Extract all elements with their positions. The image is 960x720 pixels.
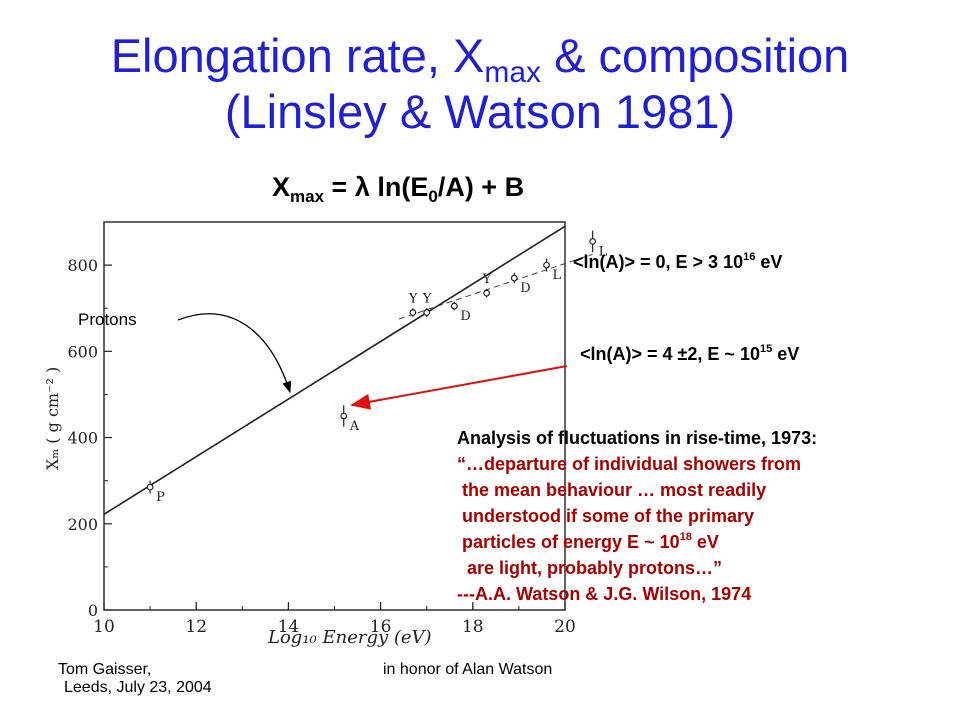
note-light-composition: <ln(A)> = 0, E > 3 1016 eV: [573, 251, 783, 273]
x-tick-label: 16: [370, 617, 392, 637]
y-tick-label: 0: [88, 601, 98, 620]
data-point: [340, 412, 348, 420]
quote-attribution: ---A.A. Watson & J.G. Wilson, 1974: [457, 584, 752, 604]
note-heavy-composition: <ln(A)> = 4 ±2, E ~ 1015 eV: [580, 343, 800, 365]
data-point: [409, 309, 417, 316]
title-line-1: Elongation rate, Xmax & composition: [110, 29, 850, 89]
data-point-label: Y: [482, 272, 492, 287]
data-point-label: Y: [422, 292, 432, 307]
footer-dedication: in honor of Alan Watson: [383, 661, 553, 678]
y-tick-label: 200: [67, 515, 98, 534]
data-point-label: A: [349, 419, 360, 434]
xmax-formula: Xmax = λ ln(E0/A) + B: [272, 172, 525, 206]
data-point: [589, 237, 597, 245]
data-point: [510, 274, 518, 282]
x-tick-label: 14: [278, 617, 300, 637]
y-tick-label: 400: [67, 429, 98, 448]
x-tick-label: 12: [185, 617, 207, 637]
quote-line: “…departure of individual showers from: [457, 454, 802, 474]
y-tick-label: 800: [67, 256, 98, 275]
x-axis-label: Log₁₀ Energy (eV): [267, 627, 432, 648]
title-line-2: (Linsley & Watson 1981): [224, 85, 736, 138]
data-point: [543, 261, 550, 269]
quote-line: are light, probably protons…”: [457, 558, 723, 578]
x-tick-label: 18: [462, 617, 484, 637]
data-point: [146, 483, 154, 491]
footer-author: Tom Gaisser, Leeds, July 23, 2004: [58, 661, 212, 697]
red-arrow: [350, 365, 568, 410]
fit-line: [398, 253, 593, 320]
x-tick-label: 10: [93, 617, 115, 637]
chart-lines: [103, 225, 593, 515]
data-point-label: P: [156, 490, 165, 505]
x-tick-label: 20: [554, 617, 576, 637]
analysis-block: Analysis of fluctuations in rise-time, 1…: [457, 425, 817, 607]
quote-line: understood if some of the primary: [457, 506, 755, 526]
data-point-label: D: [460, 309, 470, 324]
quote-line: particles of energy E ~ 1018 eV: [457, 531, 719, 553]
data-point-label: L: [599, 244, 608, 259]
data-point: [423, 309, 431, 316]
proton-line: [103, 225, 566, 515]
footer-venue: Leeds, July 23, 2004: [64, 679, 212, 696]
footer-author-name: Tom Gaisser,: [58, 661, 152, 678]
y-tick-label: 600: [67, 342, 98, 361]
data-point-label: D: [520, 281, 530, 296]
slide-title: Elongation rate, Xmax & composition (Lin…: [0, 28, 960, 140]
data-point-label: L: [553, 268, 562, 283]
data-point: [483, 289, 491, 297]
protons-label: Protons: [78, 310, 137, 329]
data-point-label: Y: [408, 292, 418, 307]
protons-pointer: [177, 313, 292, 394]
analysis-heading: Analysis of fluctuations in rise-time, 1…: [457, 428, 818, 448]
y-axis-label: Xₘ ( g cm⁻² ): [43, 367, 62, 470]
data-point: [450, 302, 458, 310]
quote-line: the mean behaviour … most readily: [457, 480, 767, 500]
